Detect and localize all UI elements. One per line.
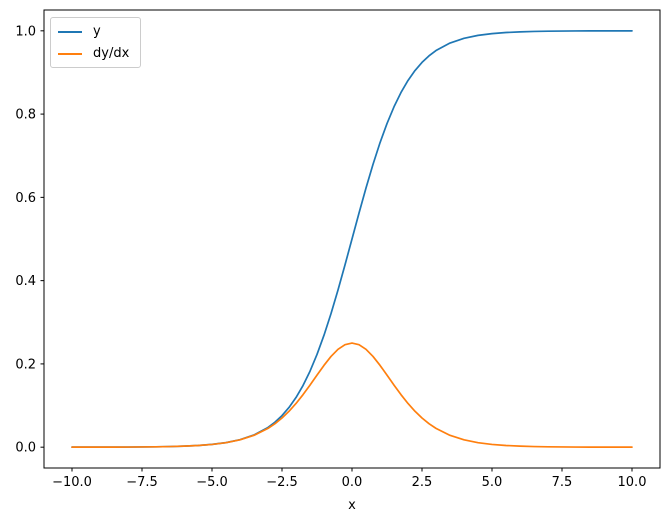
y-tick-label: 1.0 [15, 24, 36, 39]
x-tick-label: −5.0 [196, 475, 228, 490]
legend-item-dydx: dy/dx [58, 45, 129, 62]
x-axis-label: x [348, 498, 356, 513]
x-tick-label: 2.5 [412, 475, 433, 490]
legend-line-sample-y [58, 30, 82, 33]
y-tick-label: 0.6 [15, 191, 36, 206]
series-line-y [71, 29, 633, 449]
series-line-dydx [71, 342, 633, 449]
x-tick-label: −2.5 [266, 475, 298, 490]
x-tick-label: 0.0 [342, 475, 363, 490]
y-tick-label: 0.2 [15, 357, 36, 372]
x-tick-label: −10.0 [52, 475, 92, 490]
legend-label-y: y [93, 24, 101, 39]
x-tick-label: 5.0 [482, 475, 503, 490]
y-tick-label: 0.8 [15, 108, 36, 123]
x-tick-label: −7.5 [126, 475, 158, 490]
x-tick-label: 10.0 [618, 475, 647, 490]
y-tick-label: 0.4 [15, 274, 36, 289]
legend-label-dydx: dy/dx [93, 46, 130, 61]
y-tick-label: 0.0 [15, 441, 36, 456]
legend-line-sample-dydx [58, 52, 82, 55]
x-tick-label: 7.5 [552, 475, 573, 490]
legend-item-y: y [58, 23, 129, 40]
legend: y dy/dx [50, 17, 142, 68]
